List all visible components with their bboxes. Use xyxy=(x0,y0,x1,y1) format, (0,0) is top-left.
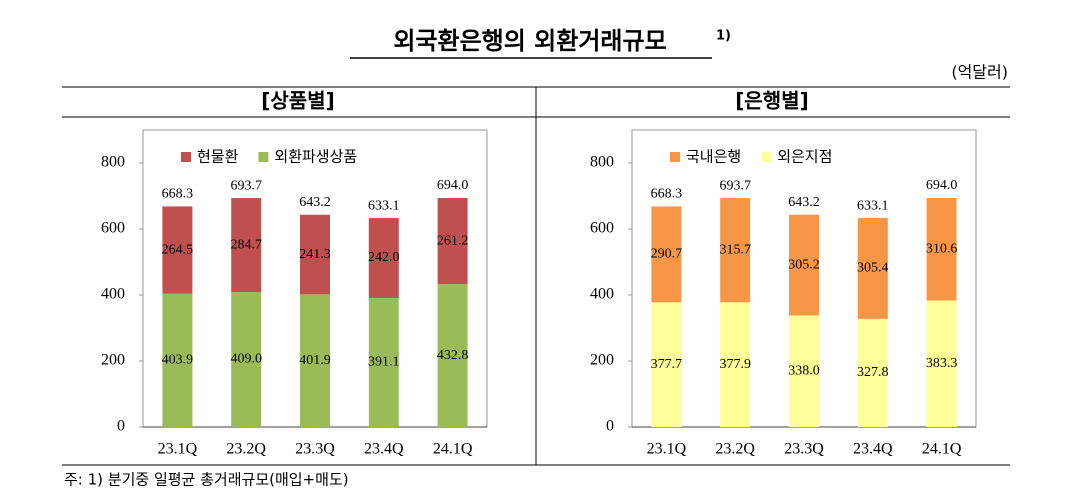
footnote: 주: 1) 분기중 일평균 총거래규모(매입+매도) xyxy=(64,471,349,489)
total-label: 694.0 xyxy=(926,178,958,193)
y-tick-label: 800 xyxy=(101,154,125,171)
bar-segment xyxy=(162,206,193,294)
bar-segment xyxy=(300,214,330,295)
bar-segment xyxy=(857,318,888,427)
legend-swatch xyxy=(670,152,680,162)
bar-segment xyxy=(857,218,888,319)
x-tick-label: 24.1Q xyxy=(433,441,473,458)
total-label: 668.3 xyxy=(651,187,683,202)
value-label: 377.7 xyxy=(651,357,683,372)
bar-segment xyxy=(926,198,957,301)
value-label: 241.3 xyxy=(299,247,331,262)
value-label: 391.1 xyxy=(368,355,400,370)
legend-label: 국내은행 xyxy=(686,148,741,166)
total-label: 693.7 xyxy=(719,178,751,193)
y-tick-label: 400 xyxy=(101,286,125,303)
y-tick-label: 600 xyxy=(590,220,614,237)
bar-segment xyxy=(789,214,819,316)
total-label: 643.2 xyxy=(299,195,331,210)
bar-segment xyxy=(926,300,957,427)
unit: (억달러) xyxy=(951,63,1008,82)
value-label: 305.4 xyxy=(857,261,889,276)
x-tick-label: 24.1Q xyxy=(922,441,962,458)
legend-swatch xyxy=(181,152,191,162)
legend-swatch xyxy=(258,152,269,162)
legend-label: 현물환 xyxy=(197,148,239,166)
bar-segment xyxy=(231,198,262,293)
total-label: 693.7 xyxy=(230,178,262,193)
value-label: 401.9 xyxy=(299,353,331,368)
total-label: 668.3 xyxy=(162,187,194,202)
bar-segment xyxy=(789,315,819,427)
value-label: 432.8 xyxy=(437,348,469,363)
value-label: 290.7 xyxy=(651,247,683,262)
y-tick-label: 800 xyxy=(590,154,614,171)
value-label: 284.7 xyxy=(230,237,262,252)
x-tick-label: 23.2Q xyxy=(226,441,266,458)
x-tick-label: 23.4Q xyxy=(364,441,404,458)
page-title: 외국환은행의 외환거래규모 xyxy=(393,27,666,55)
y-tick-label: 200 xyxy=(590,352,614,369)
bar-segment xyxy=(437,197,468,285)
x-tick-label: 23.1Q xyxy=(647,441,687,458)
value-label: 315.7 xyxy=(719,242,751,257)
legend-swatch xyxy=(761,152,772,162)
value-label: 327.8 xyxy=(857,365,889,380)
bar-segment xyxy=(720,198,751,303)
y-tick-label: 600 xyxy=(101,220,125,237)
y-tick-label: 400 xyxy=(590,286,614,303)
bar-segment xyxy=(368,218,399,298)
panel-title: [은행별] xyxy=(735,89,808,113)
value-label: 338.0 xyxy=(788,363,820,378)
x-tick-label: 23.2Q xyxy=(715,441,755,458)
value-label: 305.2 xyxy=(788,257,820,272)
value-label: 242.0 xyxy=(368,250,400,265)
y-tick-label: 0 xyxy=(117,418,125,435)
x-tick-label: 23.3Q xyxy=(295,441,335,458)
legend-label: 외은지점 xyxy=(777,148,832,166)
total-label: 633.1 xyxy=(368,198,400,213)
bar-segment xyxy=(368,297,399,427)
value-label: 383.3 xyxy=(926,356,958,371)
total-label: 643.2 xyxy=(788,195,820,210)
bar-segment xyxy=(651,302,682,427)
y-tick-label: 200 xyxy=(101,352,125,369)
x-tick-label: 23.3Q xyxy=(784,441,824,458)
value-label: 403.9 xyxy=(162,353,194,368)
bar-segment xyxy=(300,294,330,427)
title-note: 1) xyxy=(716,29,731,44)
panel-title: [상품별] xyxy=(261,89,334,113)
total-label: 633.1 xyxy=(857,198,889,213)
x-tick-label: 23.4Q xyxy=(853,441,893,458)
bar-segment xyxy=(162,293,193,427)
bar-segment xyxy=(720,302,751,427)
value-label: 377.9 xyxy=(719,357,751,372)
value-label: 264.5 xyxy=(162,242,194,257)
bar-segment xyxy=(437,284,468,427)
total-label: 694.0 xyxy=(437,178,469,193)
y-tick-label: 0 xyxy=(606,418,614,435)
bar-segment xyxy=(231,292,262,427)
bar-segment xyxy=(651,206,682,303)
value-label: 409.0 xyxy=(230,352,262,367)
legend-label: 외환파생상품 xyxy=(274,148,357,166)
value-label: 261.2 xyxy=(437,233,469,248)
value-label: 310.6 xyxy=(926,241,958,256)
x-tick-label: 23.1Q xyxy=(158,441,198,458)
